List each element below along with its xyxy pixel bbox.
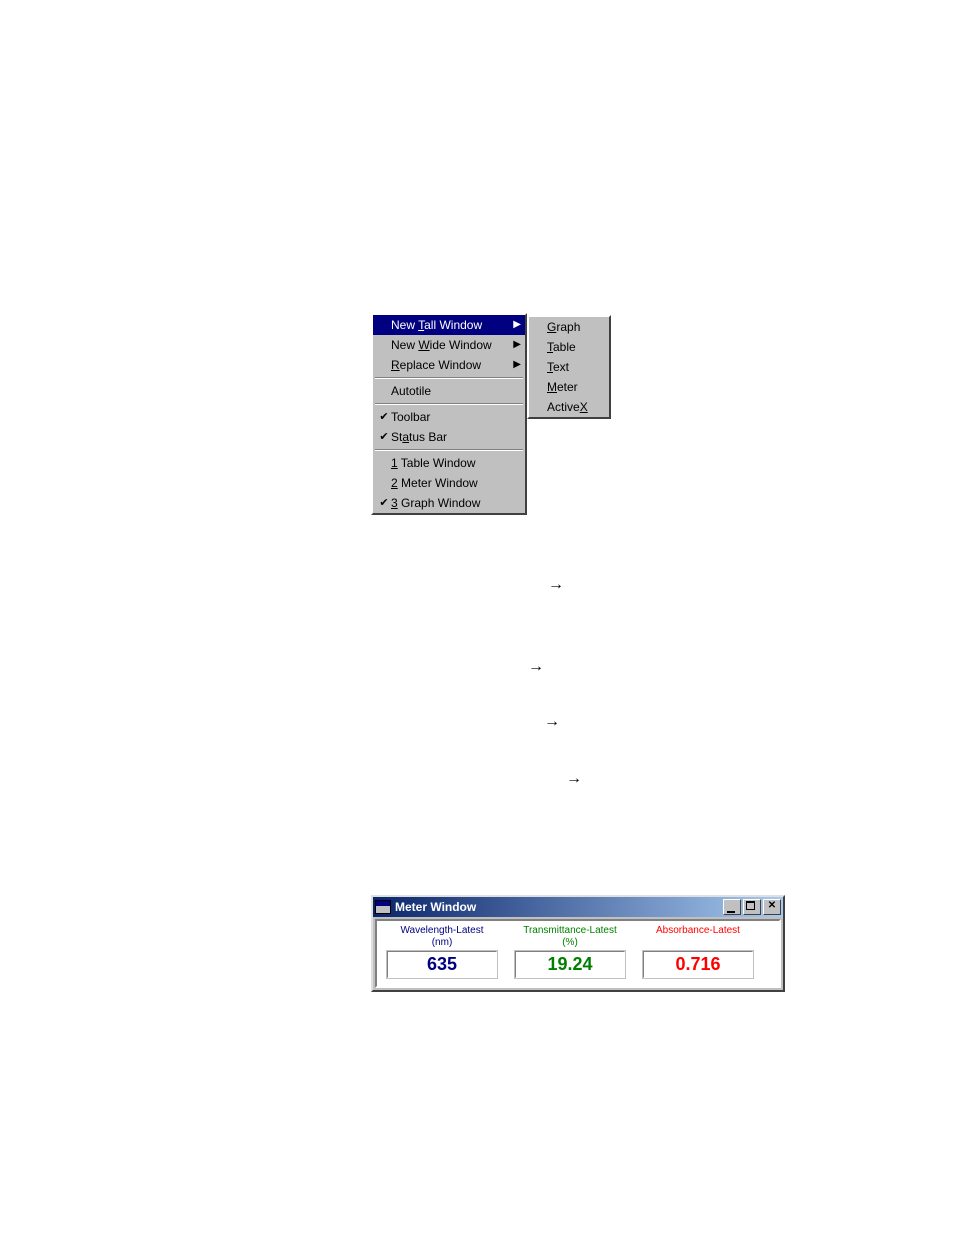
meter-label: Wavelength-Latest(nm) [381, 925, 503, 949]
menu-item-label: Replace Window [391, 358, 511, 372]
submenu-arrow-icon: ▶ [511, 360, 521, 370]
submenu-item[interactable]: Table [529, 337, 609, 357]
menu-item[interactable]: ✔Toolbar [373, 407, 525, 427]
menu-item[interactable]: 2 Meter Window [373, 473, 525, 493]
menu-separator [375, 377, 523, 379]
arrow-glyph: → [548, 576, 564, 594]
menu-item-label: New Tall Window [391, 318, 511, 332]
submenu-item[interactable]: Meter [529, 377, 609, 397]
meter-body: Wavelength-Latest(nm)635Transmittance-La… [375, 919, 781, 988]
meter-window-title: Meter Window [395, 900, 476, 914]
check-icon: ✔ [377, 412, 391, 423]
meter-cell: Transmittance-Latest(%)19.24 [509, 925, 631, 978]
submenu-item-label: Text [547, 360, 605, 374]
window-menu-main: New Tall Window▶New Wide Window▶Replace … [371, 313, 527, 515]
meter-window-titlebar[interactable]: Meter Window ✕ [373, 897, 783, 917]
meter-label: Transmittance-Latest(%) [509, 925, 631, 949]
submenu-arrow-icon: ▶ [511, 320, 521, 330]
menu-item[interactable]: New Wide Window▶ [373, 335, 525, 355]
menu-item-label: Status Bar [391, 430, 511, 444]
meter-cell: Wavelength-Latest(nm)635 [381, 925, 503, 978]
submenu-item[interactable]: Graph [529, 317, 609, 337]
submenu-item-label: Graph [547, 320, 605, 334]
menu-item[interactable]: ✔3 Graph Window [373, 493, 525, 513]
check-icon: ✔ [377, 498, 391, 509]
submenu-arrow-icon: ▶ [511, 340, 521, 350]
meter-value: 19.24 [515, 951, 625, 978]
minimize-button[interactable] [723, 899, 741, 915]
menu-item[interactable]: New Tall Window▶ [373, 315, 525, 335]
close-button[interactable]: ✕ [763, 899, 781, 915]
submenu-item-label: Table [547, 340, 605, 354]
menu-item-label: 3 Graph Window [391, 496, 511, 510]
submenu-item[interactable]: ActiveX [529, 397, 609, 417]
maximize-button[interactable] [743, 899, 761, 915]
menu-item-label: Autotile [391, 384, 511, 398]
arrow-glyph: → [566, 770, 582, 788]
menu-separator [375, 403, 523, 405]
submenu-item-label: Meter [547, 380, 605, 394]
menu-item-label: 2 Meter Window [391, 476, 511, 490]
menu-item-label: New Wide Window [391, 338, 511, 352]
menu-item-label: 1 Table Window [391, 456, 511, 470]
menu-item[interactable]: Autotile [373, 381, 525, 401]
meter-cell: Absorbance-Latest 0.716 [637, 925, 759, 978]
arrow-glyph: → [544, 713, 560, 731]
check-icon: ✔ [377, 432, 391, 443]
menu-separator [375, 449, 523, 451]
menu-item-label: Toolbar [391, 410, 511, 424]
arrow-glyph: → [528, 658, 544, 676]
submenu-item[interactable]: Text [529, 357, 609, 377]
window-menu-submenu: Graph Table Text Meter ActiveX [527, 315, 611, 419]
meter-label: Absorbance-Latest [637, 925, 759, 949]
meter-value: 635 [387, 951, 497, 978]
submenu-item-label: ActiveX [547, 400, 605, 414]
window-icon [375, 900, 391, 914]
window-controls: ✕ [721, 899, 781, 915]
menu-item[interactable]: Replace Window▶ [373, 355, 525, 375]
meter-window: Meter Window ✕ Wavelength-Latest(nm)635T… [371, 895, 785, 992]
meter-value: 0.716 [643, 951, 753, 978]
menu-item[interactable]: ✔Status Bar [373, 427, 525, 447]
menu-item[interactable]: 1 Table Window [373, 453, 525, 473]
